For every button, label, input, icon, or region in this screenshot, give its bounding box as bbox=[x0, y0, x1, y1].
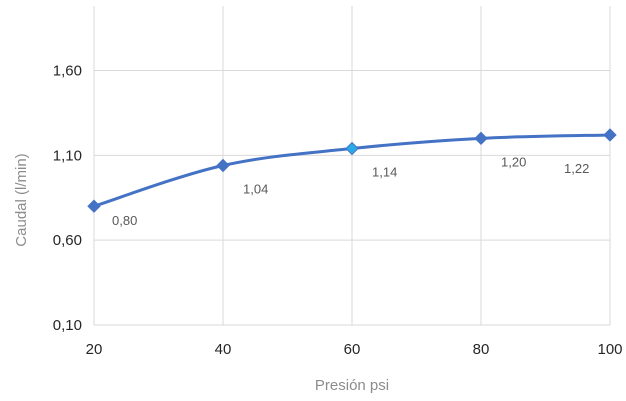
x-tick-label: 40 bbox=[215, 341, 232, 358]
data-point-marker bbox=[87, 199, 101, 213]
x-tick-label: 60 bbox=[344, 341, 361, 358]
y-tick-label: 0,10 bbox=[53, 317, 82, 334]
y-tick-labels: 0,10 0,60 1,10 1,60 bbox=[53, 62, 82, 334]
data-point-marker bbox=[216, 158, 230, 173]
x-tick-label: 20 bbox=[86, 341, 103, 358]
y-tick-label: 1,60 bbox=[53, 62, 82, 79]
series-layer bbox=[87, 128, 617, 213]
data-label: 1,04 bbox=[243, 182, 268, 197]
x-tick-labels: 20 40 60 80 100 bbox=[86, 341, 623, 358]
data-label: 1,20 bbox=[501, 154, 526, 169]
y-tick-label: 0,60 bbox=[53, 232, 82, 249]
x-tick-label: 80 bbox=[473, 341, 490, 358]
data-point-marker bbox=[345, 141, 359, 156]
data-label: 0,80 bbox=[112, 213, 137, 228]
y-tick-label: 1,10 bbox=[53, 147, 82, 164]
data-point-marker bbox=[603, 128, 617, 142]
data-label: 1,14 bbox=[372, 165, 397, 180]
x-tick-label: 100 bbox=[597, 341, 622, 358]
x-axis-title: Presión psi bbox=[315, 377, 389, 394]
data-labels: 0,80 1,04 1,14 1,20 1,22 bbox=[112, 154, 589, 228]
grid bbox=[93, 6, 611, 326]
data-point-marker bbox=[474, 131, 488, 146]
data-label: 1,22 bbox=[564, 161, 589, 176]
y-axis-title: Caudal (l/min) bbox=[13, 153, 30, 246]
